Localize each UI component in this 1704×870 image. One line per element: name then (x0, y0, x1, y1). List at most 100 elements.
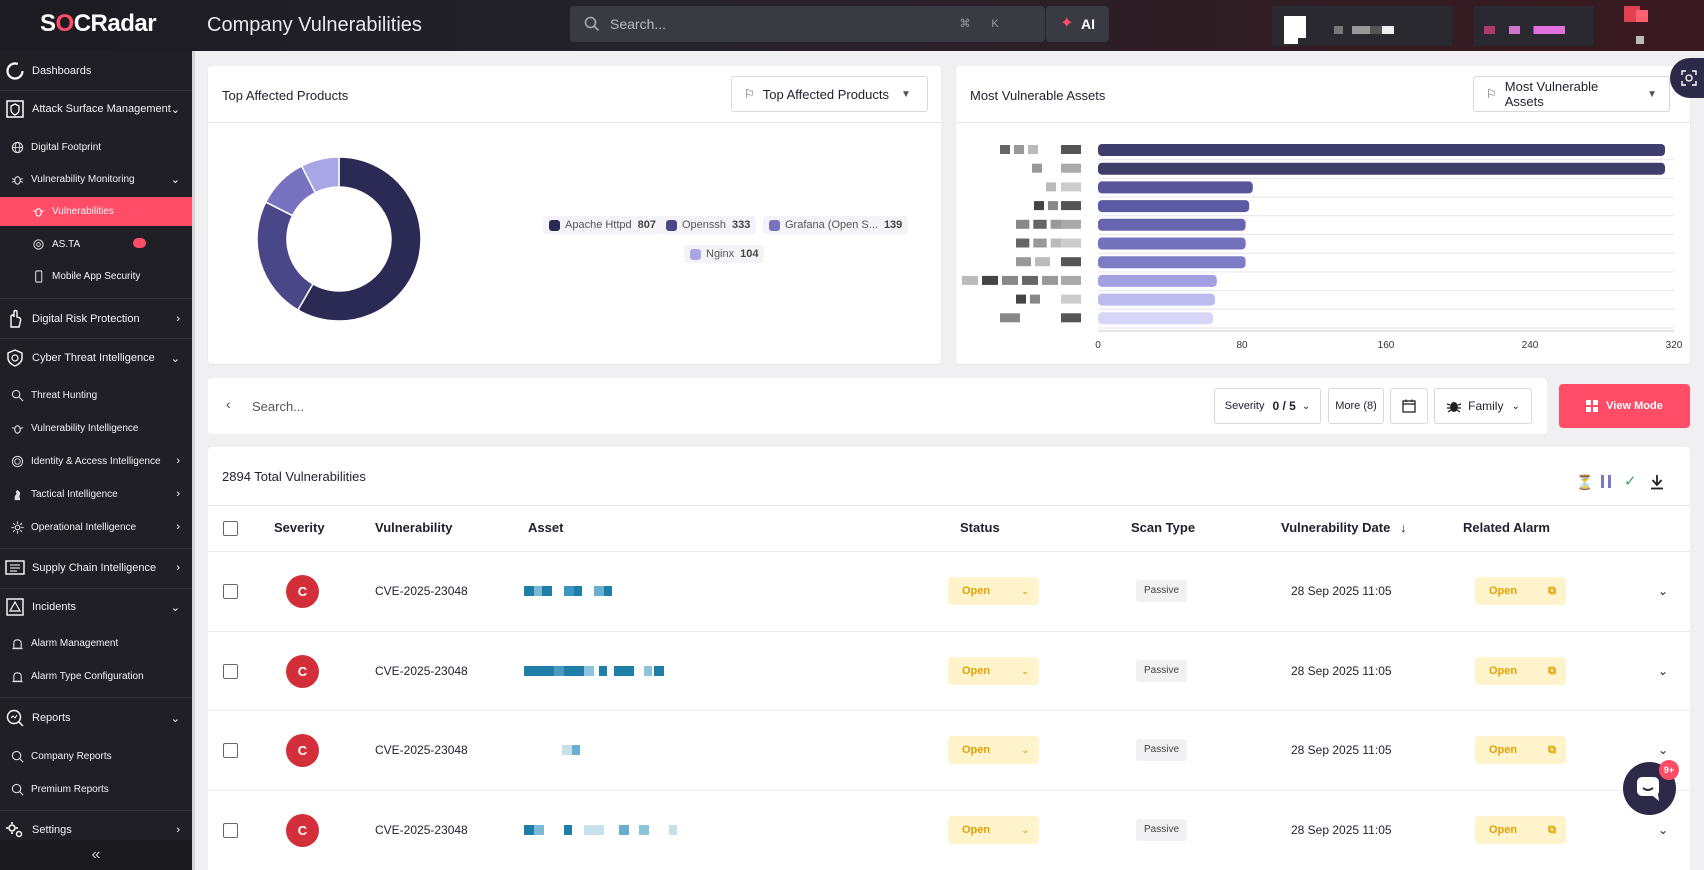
bar[interactable] (1098, 218, 1246, 231)
legend-item[interactable]: Nginx 104 (684, 245, 765, 263)
sidebar-item-vulnerability-monitoring[interactable]: Vulnerability Monitoring ⌄ (0, 164, 192, 194)
view-mode-button[interactable]: View Mode (1559, 384, 1690, 428)
family-filter[interactable]: Family ⌄ (1434, 388, 1532, 424)
table-row[interactable]: C CVE-2025-23048 Open ⌄ Passive 28 Sep 20… (208, 710, 1690, 789)
status-dropdown[interactable]: Open ⌄ (948, 815, 1039, 844)
bar[interactable] (1098, 200, 1250, 213)
related-alarm-link[interactable]: Open ⧉ (1475, 815, 1566, 844)
sidebar-item-tactical-intelligence[interactable]: Tactical Intelligence › (0, 479, 192, 509)
related-alarm-link[interactable]: Open ⧉ (1475, 577, 1566, 605)
bar[interactable] (1098, 256, 1246, 269)
vulnerability-id[interactable]: CVE-2025-23048 (375, 743, 468, 757)
org-info-redacted[interactable] (1474, 6, 1594, 46)
notification-redacted[interactable] (1616, 6, 1656, 46)
ai-button[interactable]: ✦ AI (1046, 6, 1109, 42)
donut-slice-apache-httpd[interactable] (296, 156, 422, 322)
donut-slice-openssh[interactable] (256, 201, 314, 311)
status-dropdown[interactable]: Open ⌄ (948, 577, 1039, 605)
sidebar-item-reports[interactable]: Reports ⌄ (0, 700, 192, 736)
column-header-status[interactable]: Status (960, 520, 1000, 535)
chevron-left-icon[interactable]: ‹ (226, 396, 231, 412)
sidebar-item-digital-risk-protection[interactable]: Digital Risk Protection › (0, 301, 192, 337)
hourglass-icon[interactable]: ⏳ (1576, 474, 1594, 490)
sidebar-scrollbar[interactable] (192, 51, 195, 870)
date-filter-button[interactable] (1390, 388, 1428, 424)
legend-item[interactable]: Grafana (Open S... 139 (763, 216, 909, 234)
row-checkbox[interactable] (223, 584, 238, 599)
related-alarm-link[interactable]: Open ⧉ (1475, 656, 1566, 685)
column-header-vulnerability[interactable]: Vulnerability (375, 520, 453, 535)
sidebar-item-company-reports[interactable]: Company Reports (0, 741, 192, 771)
table-row[interactable]: C CVE-2025-23048 Open ⌄ Passive 28 Sep 20… (208, 551, 1690, 630)
bar[interactable] (1098, 312, 1214, 325)
status-dropdown[interactable]: Open ⌄ (948, 736, 1039, 764)
sidebar-item-settings[interactable]: Settings › (0, 812, 192, 848)
bar[interactable] (1098, 237, 1246, 250)
check-icon[interactable]: ✓ (1624, 473, 1637, 490)
table-row[interactable]: C CVE-2025-23048 Open ⌄ Passive 28 Sep 20… (208, 630, 1690, 710)
row-checkbox[interactable] (223, 663, 238, 679)
sidebar-item-identity-access-intelligence[interactable]: Identity & Access Intelligence › (0, 446, 192, 476)
download-icon[interactable] (1650, 474, 1664, 490)
legend-item[interactable]: Openssh 333 (660, 216, 757, 234)
pause-icon[interactable] (1601, 475, 1611, 488)
column-header-severity[interactable]: Severity (274, 520, 325, 535)
table-search-input[interactable]: Search... (252, 399, 305, 414)
sidebar-item-attack-surface-management[interactable]: Attack Surface Management ⌄ (0, 91, 192, 127)
asset-redacted[interactable] (524, 665, 674, 676)
redacted-asset-label (1035, 257, 1050, 267)
vulnerability-id[interactable]: CVE-2025-23048 (375, 663, 468, 678)
asset-redacted[interactable] (524, 745, 674, 755)
sidebar-item-cyber-threat-intelligence[interactable]: Cyber Threat Intelligence ⌄ (0, 340, 192, 376)
sidebar-item-alarm-type-configuration[interactable]: Alarm Type Configuration (0, 661, 192, 691)
select-all-checkbox[interactable] (223, 521, 238, 536)
column-header-asset[interactable]: Asset (528, 520, 564, 535)
bar[interactable] (1098, 144, 1665, 156)
zoom-button[interactable] (1670, 58, 1704, 98)
column-header-vulnerability-date[interactable]: Vulnerability Date ↓ (1281, 520, 1406, 535)
sidebar-item-incidents[interactable]: Incidents ⌄ (0, 589, 192, 625)
sidebar-item-alarm-management[interactable]: Alarm Management (0, 628, 192, 658)
sidebar-item-supply-chain-intelligence[interactable]: Supply Chain Intelligence › (0, 550, 192, 586)
sidebar-item-asta[interactable]: AS.TA (0, 229, 192, 259)
sidebar-item-dashboards[interactable]: Dashboards (0, 53, 192, 89)
bar[interactable] (1098, 162, 1665, 175)
status-dropdown[interactable]: Open ⌄ (948, 656, 1039, 685)
bar[interactable] (1098, 293, 1215, 306)
row-checkbox[interactable] (223, 743, 238, 758)
sidebar-item-digital-footprint[interactable]: Digital Footprint (0, 132, 192, 162)
expand-row-chevron-icon[interactable]: ⌄ (1658, 584, 1669, 598)
user-info-redacted[interactable] (1272, 6, 1452, 46)
vulnerability-id[interactable]: CVE-2025-23048 (375, 584, 468, 598)
severity-filter[interactable]: Severity 0 / 5 ⌄ (1214, 388, 1321, 424)
sidebar-item-operational-intelligence[interactable]: Operational Intelligence › (0, 512, 192, 542)
vulnerability-id[interactable]: CVE-2025-23048 (375, 822, 468, 837)
sidebar-item-vulnerability-intelligence[interactable]: Vulnerability Intelligence (0, 413, 192, 443)
table-row[interactable]: C CVE-2025-23048 Open ⌄ Passive 28 Sep 20… (208, 789, 1690, 869)
expand-row-chevron-icon[interactable]: ⌄ (1658, 743, 1669, 757)
global-search-input[interactable]: Search... ⌘ K (570, 6, 1045, 42)
sidebar-item-vulnerabilities[interactable]: Vulnerabilities (0, 197, 192, 226)
asset-pixel-block (524, 824, 534, 835)
column-header-scan-type[interactable]: Scan Type (1131, 520, 1196, 535)
severity-badge: C (286, 734, 319, 767)
more-filters-button[interactable]: More (8) (1328, 388, 1384, 424)
sidebar-item-mobile-app-security[interactable]: Mobile App Security (0, 261, 192, 291)
donut-slice-nginx[interactable] (300, 156, 340, 194)
legend-item[interactable]: Apache Httpd 807 (543, 216, 663, 234)
row-checkbox[interactable] (223, 822, 238, 838)
expand-row-chevron-icon[interactable]: ⌄ (1658, 822, 1669, 837)
sidebar-collapse-button[interactable]: « (0, 840, 192, 870)
vulnerable-assets-dropdown[interactable]: ⚐ Most Vulnerable Assets ▼ (1473, 76, 1670, 112)
related-alarm-link[interactable]: Open ⧉ (1475, 736, 1566, 764)
asset-redacted[interactable] (524, 824, 677, 835)
expand-row-chevron-icon[interactable]: ⌄ (1658, 663, 1669, 678)
top-products-dropdown[interactable]: ⚐ Top Affected Products ▼ (731, 76, 928, 112)
asset-redacted[interactable] (524, 586, 674, 596)
sidebar-item-premium-reports[interactable]: Premium Reports (0, 774, 192, 804)
bar[interactable] (1098, 274, 1217, 287)
sidebar-item-threat-hunting[interactable]: Threat Hunting (0, 380, 192, 410)
bar[interactable] (1098, 181, 1253, 194)
logo[interactable]: SOCRadar (40, 10, 157, 37)
column-header-related-alarm[interactable]: Related Alarm (1463, 520, 1550, 535)
